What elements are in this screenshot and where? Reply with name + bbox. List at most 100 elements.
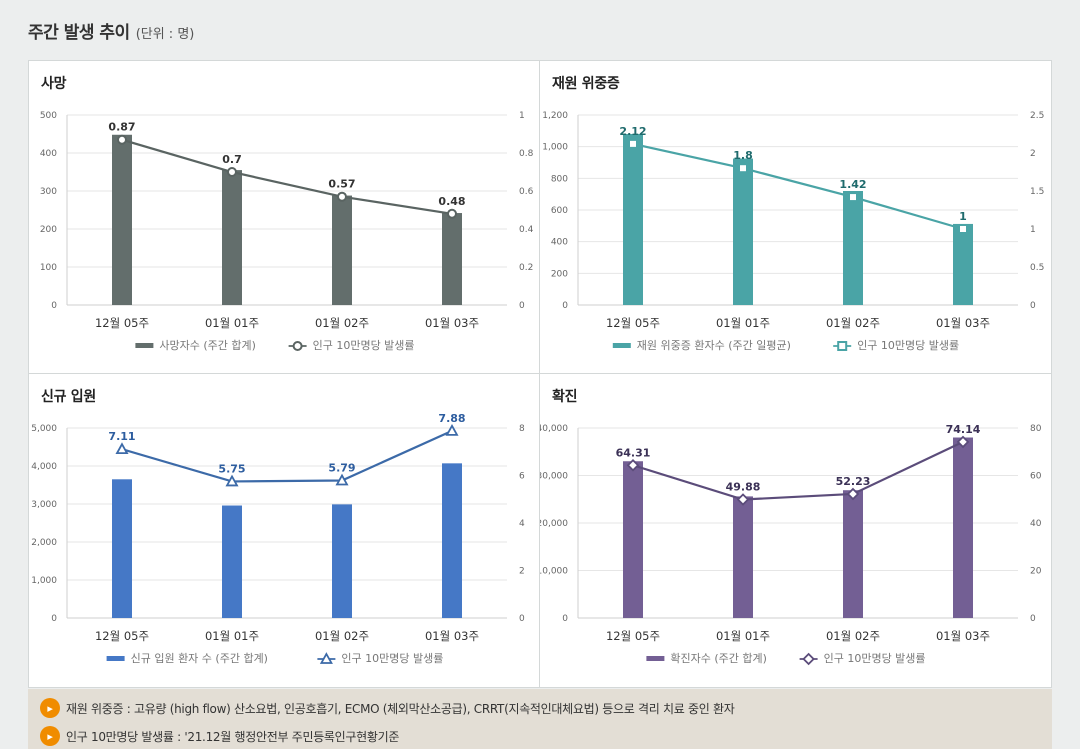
chart-grid: 사망 500 400 300 200 100 0 1 0.8 0.6 0.4 0.2 0 12월 05주…: [28, 60, 1052, 688]
line-point: [846, 487, 860, 501]
data-label: 74.14: [946, 423, 981, 436]
y-tick-left: 10,000: [540, 567, 568, 577]
x-tick-label: 12월 05주: [95, 629, 149, 643]
legend-bar-label: 재원 위중증 환자수 (주간 일평균): [637, 338, 791, 352]
x-tick-label: 01월 01주: [716, 316, 770, 330]
y-tick-left: 500: [40, 111, 57, 121]
y-tick-left: 400: [40, 149, 57, 159]
y-tick-right: 6: [519, 472, 525, 482]
line-point: [115, 442, 129, 455]
line-point: [227, 167, 237, 177]
legend-bar-label: 신규 입원 환자 수 (주간 합계): [131, 652, 268, 665]
panel-title: 확진: [552, 389, 578, 405]
bar: [442, 213, 462, 305]
chart-confirmed: 40,000 30,000 20,000 10,000 0 80 60 40 20 0 12월 05…: [540, 423, 1042, 666]
note-text: 인구 10만명당 발생률 : '21.12월 행정안전부 주민등록인구현황기준: [66, 729, 400, 744]
x-tick-label: 01월 02주: [315, 316, 369, 330]
y-tick-left: 0: [562, 301, 568, 311]
y-tick-right: 0: [519, 301, 525, 311]
x-tick-label: 01월 01주: [205, 316, 259, 330]
y-tick-left: 3,000: [31, 500, 57, 510]
unit-label: (단위 : 명): [135, 27, 195, 42]
data-label: 0.57: [328, 178, 355, 191]
data-label: 5.79: [328, 461, 355, 474]
chart-severe: 1,200 1,000 800 600 400 200 0 2.5 2 1.5 1 0.5 0 12월 0…: [542, 111, 1044, 352]
line-point: [292, 341, 303, 351]
rate-line: [632, 440, 964, 501]
notes-box: ▸ 재원 위중증 : 고유량 (high flow) 산소요법, 인공호흡기, …: [28, 689, 1052, 749]
data-label: 2.12: [619, 125, 646, 138]
line-point: [956, 435, 970, 449]
x-tick-label: 01월 03주: [425, 316, 479, 330]
y-tick-right: 2: [1030, 149, 1036, 159]
x-tick-label: 01월 03주: [936, 629, 990, 643]
bar: [442, 463, 462, 618]
y-tick-left: 20,000: [540, 519, 568, 529]
bar: [222, 170, 242, 305]
line-point: [447, 208, 457, 219]
line-point: [837, 341, 848, 351]
legend-line-label: 인구 10만명당 발생률: [857, 339, 959, 352]
y-tick-right: 2: [519, 567, 525, 577]
y-tick-left: 1,000: [542, 143, 568, 153]
page-title: 주간 발생 추이: [28, 23, 130, 43]
y-tick-left: 800: [551, 174, 568, 184]
y-tick-left: 0: [562, 614, 568, 624]
y-tick-right: 0: [1030, 301, 1036, 311]
line-point: [319, 652, 333, 664]
bar: [623, 461, 643, 618]
y-tick-left: 1,000: [31, 576, 57, 586]
data-label: 49.88: [726, 481, 761, 494]
bar: [112, 134, 132, 305]
legend-bar-swatch: [106, 656, 125, 661]
line-point: [736, 493, 750, 506]
line-point: [337, 191, 347, 202]
data-label: 0.48: [438, 195, 465, 208]
y-tick-left: 300: [40, 187, 57, 197]
y-tick-left: 100: [40, 263, 57, 273]
line-point: [225, 474, 239, 487]
y-tick-left: 400: [551, 238, 568, 248]
y-tick-left: 1,200: [542, 111, 568, 121]
bar: [332, 195, 352, 305]
y-tick-left: 600: [551, 206, 568, 216]
x-tick-label: 12월 05주: [606, 316, 660, 330]
data-label: 7.88: [438, 412, 465, 425]
x-tick-label: 01월 02주: [826, 316, 880, 330]
x-tick-label: 01월 03주: [936, 316, 990, 330]
y-tick-left: 0: [51, 614, 57, 624]
line-point: [958, 224, 968, 234]
y-tick-right: 2.5: [1030, 111, 1044, 121]
bar: [222, 505, 242, 618]
data-label: 52.23: [836, 475, 871, 488]
panel-confirmed: 확진 40,000 30,000 20,000 10,000 0 80 60 40 20 0 12월…: [540, 374, 1051, 687]
bar: [953, 223, 973, 305]
legend-bar-label: 사망자수 (주간 합계): [159, 339, 256, 352]
legend-line-label: 인구 10만명당 발생률: [313, 339, 415, 352]
y-tick-left: 30,000: [540, 472, 568, 482]
line-point: [117, 134, 127, 145]
y-tick-right: 0.6: [519, 187, 534, 197]
data-label: 64.31: [616, 446, 651, 459]
y-tick-right: 0.4: [519, 225, 534, 235]
y-tick-right: 0.2: [519, 263, 533, 273]
panel-severe: 재원 위중증 1,200 1,000 800 600 400 200 0 2.5 2 1.5 1 0.…: [540, 61, 1051, 374]
bar: [843, 490, 863, 618]
line-point: [802, 652, 815, 666]
data-label: 1.42: [839, 178, 866, 191]
y-tick-right: 1.5: [1030, 187, 1044, 197]
note-item: ▸ 재원 위중증 : 고유량 (high flow) 산소요법, 인공호흡기, …: [40, 698, 735, 718]
panel-title: 재원 위중증: [552, 76, 620, 92]
speaker-icon: ▸: [40, 726, 60, 746]
bar: [733, 496, 753, 618]
legend-bar-swatch: [135, 343, 154, 348]
note-item: ▸ 인구 10만명당 발생률 : '21.12월 행정안전부 주민등록인구현황기…: [40, 726, 399, 746]
legend-bar-swatch: [612, 343, 631, 348]
line-point: [335, 473, 349, 486]
panel-title: 신규 입원: [41, 389, 96, 405]
x-tick-label: 01월 03주: [425, 629, 479, 643]
x-tick-label: 12월 05주: [606, 629, 660, 643]
legend-line-label: 인구 10만명당 발생률: [824, 652, 926, 665]
line-point: [628, 138, 638, 149]
panel-deaths: 사망 500 400 300 200 100 0 1 0.8 0.6 0.4 0.2 0 12월 05주…: [29, 61, 540, 374]
